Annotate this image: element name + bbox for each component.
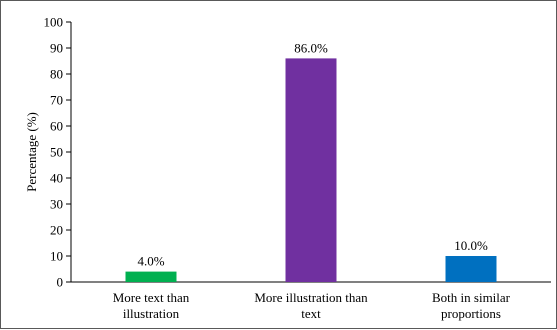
y-tick-label: 60	[50, 119, 63, 134]
bar	[285, 58, 337, 283]
x-category-label: proportions	[441, 306, 501, 321]
y-tick-label: 40	[50, 171, 63, 186]
bar	[445, 256, 497, 282]
bar	[125, 271, 177, 282]
y-tick-label: 10	[50, 249, 63, 264]
x-category-label: Both in similar	[432, 290, 511, 305]
bars	[125, 58, 497, 283]
y-tick-label: 70	[50, 93, 63, 108]
bar-data-label: 4.0%	[137, 254, 164, 269]
y-tick-label: 20	[50, 223, 63, 238]
y-axis-title: Percentage (%)	[24, 112, 39, 192]
y-tick-label: 50	[50, 145, 63, 160]
x-category-label: More text than	[113, 290, 190, 305]
x-category-label: text	[301, 306, 321, 321]
y-tick-label: 80	[50, 67, 63, 82]
y-tick-label: 100	[44, 15, 64, 30]
y-tick-label: 90	[50, 41, 63, 56]
bar-data-label: 10.0%	[454, 238, 488, 253]
data-labels: 4.0% 86.0% 10.0%	[137, 40, 488, 268]
x-category-label: illustration	[123, 306, 180, 321]
y-axis-ticks: 0 10 20 30 40 50 60 70 80 90 100	[44, 15, 71, 290]
bar-data-label: 86.0%	[294, 40, 328, 55]
x-category-label: More illustration than	[254, 290, 368, 305]
y-tick-label: 30	[50, 197, 63, 212]
y-tick-label: 0	[57, 275, 64, 290]
